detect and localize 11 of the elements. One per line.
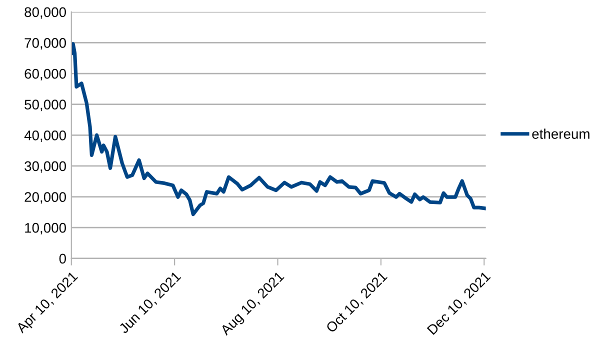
- y-tick-label: 20,000: [24, 192, 66, 204]
- y-tick-label: 10,000: [25, 222, 66, 234]
- line-series: [71, 42, 486, 216]
- y-tick-label: 80,000: [24, 7, 66, 19]
- y-tick-label: 60,000: [24, 68, 66, 80]
- y-tick-label: 70,000: [24, 38, 66, 50]
- y-tick-label: 30,000: [24, 161, 66, 173]
- y-tick-label: 40,000: [24, 130, 66, 142]
- y-tick-label: 0: [59, 254, 66, 264]
- legend-label: ethereum: [532, 128, 590, 139]
- y-tick-label: 50,000: [24, 100, 66, 112]
